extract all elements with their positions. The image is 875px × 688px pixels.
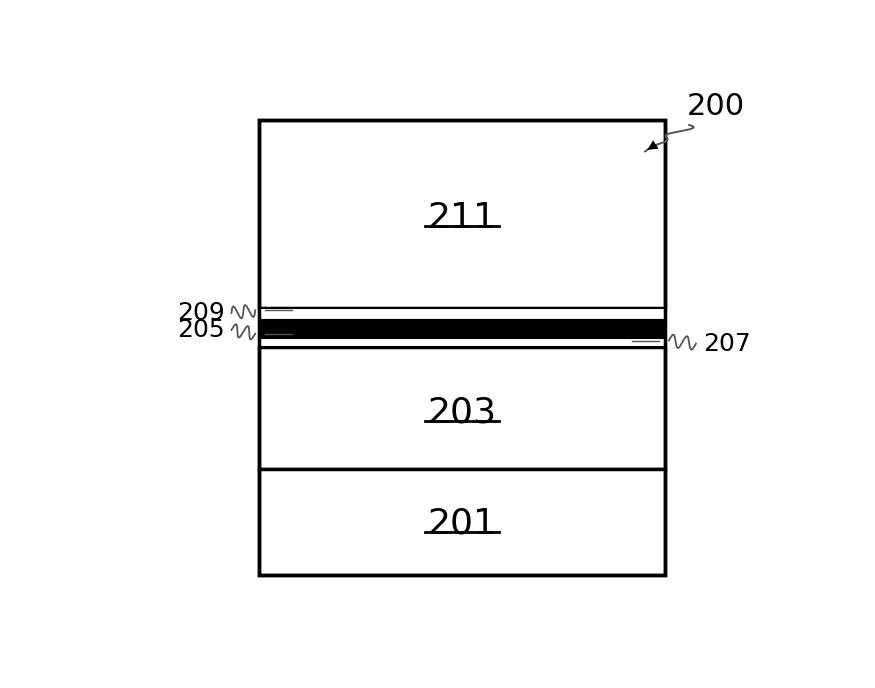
Text: 209: 209 <box>177 301 225 325</box>
Bar <box>259 308 666 320</box>
Text: 203: 203 <box>428 395 496 429</box>
Text: 201: 201 <box>428 506 496 540</box>
Text: 207: 207 <box>703 332 751 356</box>
Text: 211: 211 <box>428 201 496 235</box>
Bar <box>259 338 666 347</box>
Text: 205: 205 <box>177 318 225 342</box>
Bar <box>259 347 666 469</box>
Bar <box>259 320 666 338</box>
Bar <box>259 120 666 575</box>
Bar <box>259 120 666 308</box>
Text: 200: 200 <box>687 92 746 121</box>
Bar <box>259 469 666 575</box>
